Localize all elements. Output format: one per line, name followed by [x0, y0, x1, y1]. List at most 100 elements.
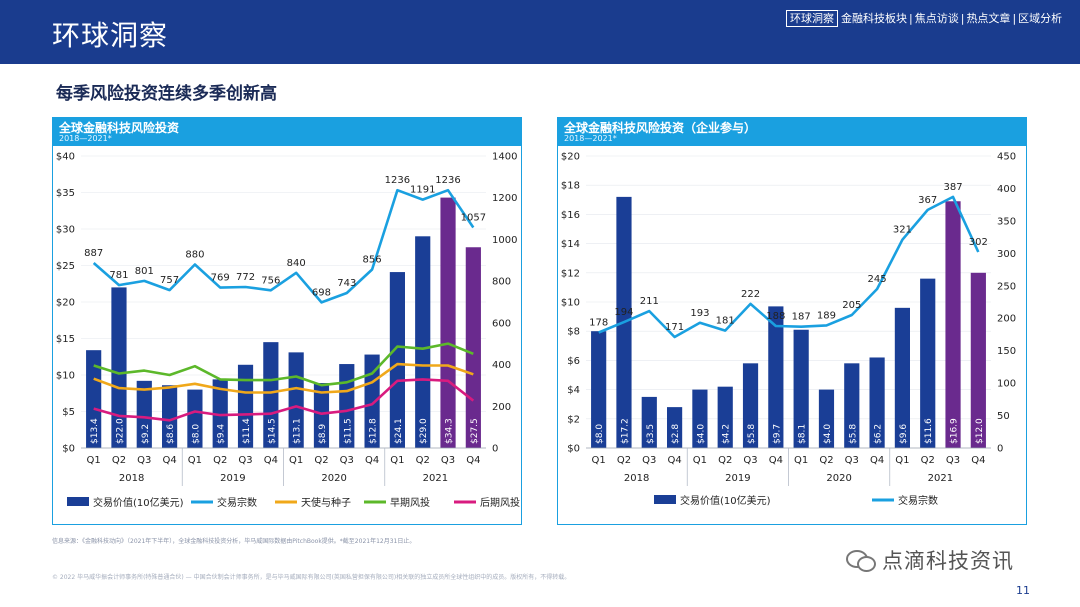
line-value-label: 211 [640, 296, 659, 307]
line-value-label: 188 [766, 311, 785, 322]
y-left-tick-label: $0 [62, 444, 75, 455]
bar-value-label: $6.2 [874, 424, 884, 444]
line-value-label: 187 [792, 312, 811, 323]
x-tick-label: Q3 [743, 455, 757, 466]
bar [212, 379, 228, 448]
y-left-tick-label: $20 [561, 152, 580, 163]
x-tick-label: Q1 [188, 455, 202, 466]
bar [742, 363, 759, 448]
x-tick-label: Q1 [390, 455, 404, 466]
bar [86, 350, 102, 448]
line-value-label: 178 [589, 317, 608, 328]
x-tick-label: Q3 [238, 455, 252, 466]
legend-label: 交易价值(10亿美元) [680, 494, 771, 507]
chart-header: 全球金融科技风险投资 2018—2021* [53, 118, 521, 146]
bar-value-label: $11.5 [343, 418, 353, 444]
line-value-label: 245 [868, 274, 887, 285]
x-tick-label: Q3 [946, 455, 960, 466]
bar [263, 342, 279, 448]
line-value-label: 781 [109, 270, 128, 281]
x-tick-label: Q2 [617, 455, 631, 466]
y-left-tick-label: $40 [56, 152, 75, 163]
y-left-tick-label: $20 [56, 298, 75, 309]
nav-item-regions[interactable]: 区域分析 [1018, 12, 1063, 25]
x-tick-label: Q1 [794, 455, 808, 466]
bar-value-label: $13.4 [90, 418, 100, 444]
line-value-label: 840 [287, 258, 306, 269]
y-right-tick-label: 250 [997, 281, 1016, 292]
bar [237, 364, 254, 448]
bar [339, 364, 355, 448]
y-right-tick-label: 600 [492, 318, 511, 329]
series-line [598, 195, 980, 339]
legend-label: 交易宗数 [217, 496, 257, 509]
y-right-tick-label: 800 [492, 277, 511, 288]
bar [465, 247, 481, 448]
x-tick-label: Q2 [416, 455, 430, 466]
chart-title: 全球金融科技风险投资 [59, 121, 180, 135]
nav-item-fintech[interactable]: 金融科技板块 [841, 12, 907, 25]
bar-value-label: $14.5 [267, 418, 277, 444]
bar [793, 329, 809, 448]
bar-value-label: $27.5 [470, 418, 480, 444]
bar [440, 197, 456, 448]
bar [389, 272, 405, 448]
x-tick-label: Q3 [340, 455, 354, 466]
copyright-note: © 2022 毕马威华振会计师事务所(特殊普通合伙) — 中国合伙制会计师事务所… [52, 574, 571, 581]
bar-value-label: $16.9 [950, 418, 960, 444]
x-tick-label: Q1 [87, 455, 101, 466]
x-tick-label: Q2 [314, 455, 328, 466]
year-label: 2018 [119, 473, 144, 484]
y-left-tick-label: $18 [561, 181, 580, 192]
bar [364, 354, 380, 448]
year-label: 2019 [220, 473, 245, 484]
nav-item-interviews[interactable]: 焦点访谈 [914, 12, 959, 25]
y-right-tick-label: 1400 [492, 152, 517, 163]
y-right-tick-label: 200 [492, 402, 511, 413]
bar-value-label: $13.1 [293, 418, 303, 444]
header-nav: 环球洞察 金融科技板块 | 焦点访谈 | 热点文章 | 区域分析 [786, 10, 1063, 27]
y-left-tick-label: $6 [567, 356, 580, 367]
chart-corporate-vc: $0 $2 $4 $6 $8 $10 $12 $14 $16 $18 $20 0 50 100 150 200… [561, 152, 1016, 508]
y-right-tick-label: 200 [997, 314, 1016, 325]
bar [844, 363, 860, 448]
nav-item-active[interactable]: 环球洞察 [786, 10, 838, 27]
page-title: 环球洞察 [52, 19, 169, 52]
y-left-tick-label: $5 [62, 407, 75, 418]
x-tick-label: Q1 [289, 455, 303, 466]
bar [667, 407, 683, 448]
bar-value-label: $9.7 [772, 424, 782, 444]
y-left-tick-label: $2 [567, 414, 580, 425]
y-left-tick-label: $10 [561, 298, 580, 309]
wechat-icon [846, 548, 876, 572]
line-value-label: 205 [842, 300, 861, 311]
series-line [93, 362, 474, 394]
chart-global-vc: $0 $5 $10 $15 $20 $25 $30 $35 $40 0 200 400 600 800 10… [56, 152, 520, 510]
chart-header: 全球金融科技风险投资（企业参与） 2018—2021* [558, 118, 1026, 146]
series-line [92, 188, 475, 304]
bar [111, 287, 127, 448]
bar [136, 380, 152, 448]
bar-value-label: $8.0 [595, 424, 605, 444]
legend-label: 早期风投 [390, 496, 430, 509]
x-tick-label: Q4 [162, 455, 176, 466]
x-tick-label: Q2 [921, 455, 935, 466]
line-value-label: 1191 [410, 185, 435, 196]
bar [894, 307, 910, 448]
line-value-label: 387 [943, 182, 962, 193]
chart-subtitle: 2018—2021* [59, 134, 112, 143]
x-tick-label: Q3 [845, 455, 859, 466]
x-tick-label: Q3 [441, 455, 455, 466]
bar-value-label: $34.3 [445, 418, 455, 444]
line-value-label: 222 [741, 289, 760, 300]
y-left-tick-label: $25 [56, 261, 75, 272]
bar-value-label: $4.0 [823, 424, 833, 444]
y-right-tick-label: 350 [997, 216, 1016, 227]
y-left-tick-label: $10 [56, 371, 75, 382]
nav-item-articles[interactable]: 热点文章 [966, 12, 1011, 25]
x-tick-label: Q4 [769, 455, 783, 466]
line-value-label: 321 [893, 225, 912, 236]
y-left-tick-label: $14 [561, 239, 580, 250]
legend-label: 交易价值(10亿美元) [93, 496, 184, 509]
bar [768, 306, 784, 448]
